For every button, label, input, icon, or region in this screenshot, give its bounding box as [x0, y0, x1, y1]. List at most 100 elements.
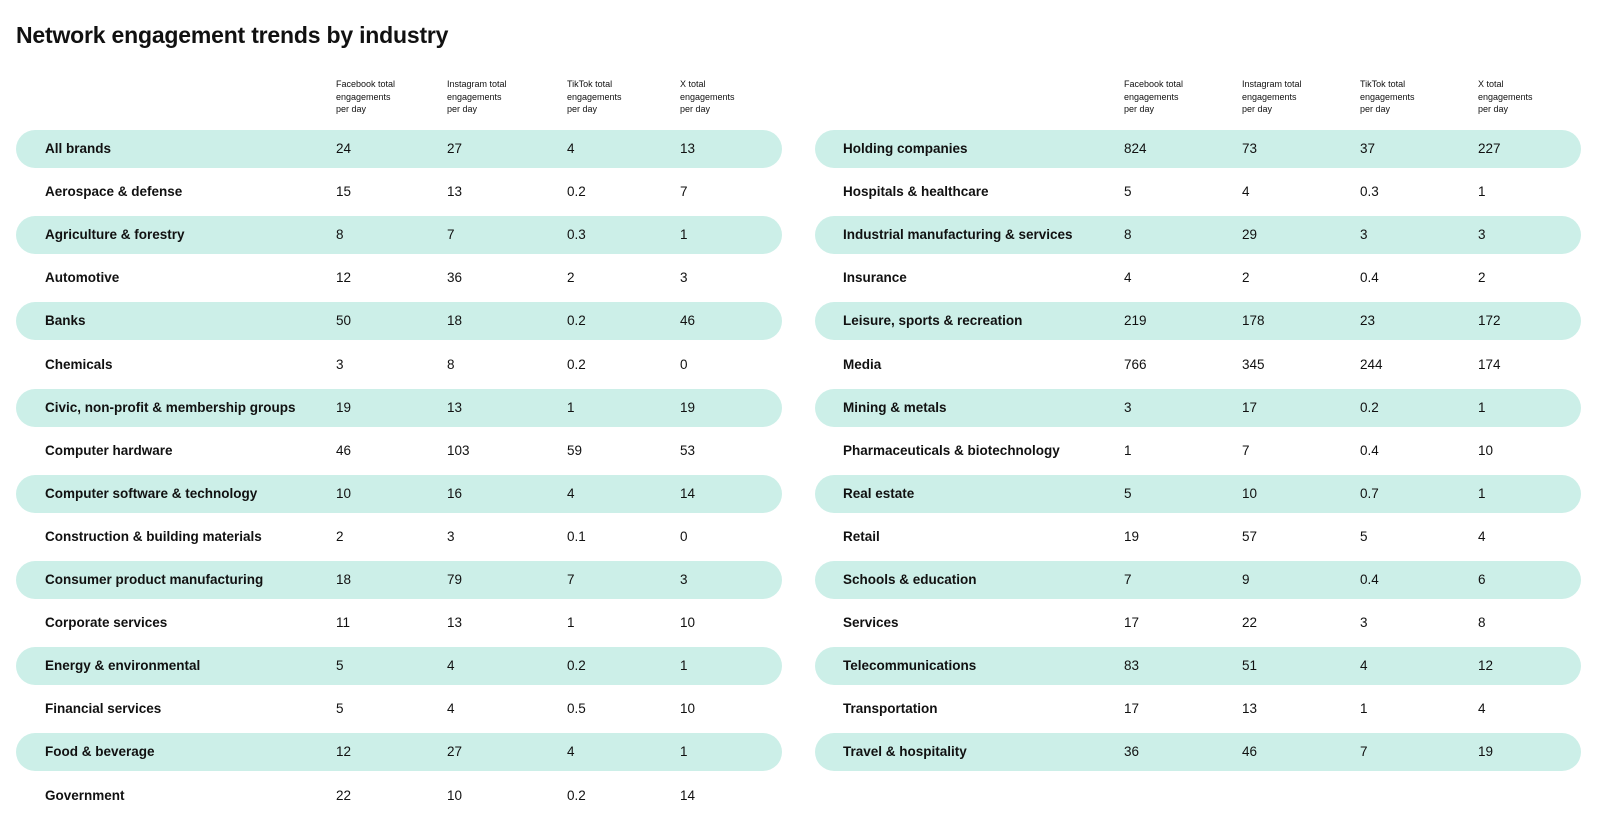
facebook-value: 5: [336, 658, 344, 674]
instagram-value: 4: [447, 658, 455, 674]
x-value: 19: [680, 399, 696, 415]
tiktok-value: 3: [1360, 227, 1368, 243]
industry-name: Aerospace & defense: [45, 184, 183, 200]
industry-name: Mining & metals: [843, 399, 947, 415]
x-value: 46: [680, 313, 696, 329]
tiktok-value: 37: [1360, 141, 1376, 156]
instagram-value: 13: [447, 399, 463, 415]
table-row: Government 22 10 0.2 14: [16, 777, 782, 815]
facebook-value: 4: [1124, 270, 1132, 286]
table-row: Industrial manufacturing & services 8 29 3 3: [815, 216, 1581, 255]
instagram-value: 345: [1242, 356, 1265, 372]
industry-name: Financial services: [45, 701, 162, 717]
industry-name: Travel & hospitality: [843, 744, 967, 760]
industry-name: Industrial manufacturing & services: [843, 227, 1073, 243]
tiktok-value: 4: [567, 485, 575, 501]
instagram-header: Instagram total engagements per day: [1242, 78, 1327, 116]
facebook-value: 8: [1124, 227, 1132, 243]
table-row: Mining & metals 3 17 0.2 1: [815, 388, 1581, 427]
instagram-value: 18: [447, 313, 463, 329]
facebook-value: 7: [1124, 572, 1132, 587]
industry-name: Chemicals: [45, 356, 113, 372]
table-row: Computer software & technology 10 16 4 14: [16, 474, 782, 513]
industry-name: Government: [45, 787, 125, 803]
tiktok-value: 0.2: [567, 184, 586, 200]
facebook-value: 18: [336, 572, 352, 587]
tiktok-value: 4: [567, 141, 575, 156]
table-row: Computer hardware 46 103 59 53: [16, 432, 782, 470]
table-row: Construction & building materials 2 3 0.1 0: [16, 518, 782, 556]
x-value: 1: [680, 227, 688, 243]
facebook-value: 17: [1124, 701, 1140, 717]
industry-name: Computer software & technology: [45, 485, 258, 501]
instagram-value: 79: [447, 572, 463, 587]
tiktok-value: 0.2: [567, 356, 586, 372]
table-row: Schools & education 7 9 0.4 6: [815, 561, 1581, 599]
x-value: 10: [680, 701, 696, 717]
x-value: 4: [1478, 701, 1486, 717]
instagram-value: 73: [1242, 141, 1258, 156]
industry-name: Holding companies: [843, 141, 968, 156]
header-line: engagements: [336, 91, 391, 102]
instagram-value: 2: [1242, 270, 1250, 286]
tiktok-value: 0.2: [567, 787, 586, 803]
x-header: X total engagements per day: [680, 78, 765, 116]
x-value: 14: [680, 485, 696, 501]
table-row: Holding companies 824 73 37 227: [815, 130, 1581, 168]
industry-name: Telecommunications: [843, 658, 977, 674]
industry-table-right: Facebook total engagements per day Instagra…: [815, 78, 1581, 772]
table-row: Pharmaceuticals & biotechnology 1 7 0.4 10: [815, 432, 1581, 470]
industry-name: Agriculture & forestry: [45, 227, 185, 243]
industry-name: Services: [843, 615, 899, 631]
industry-table-left: Facebook total engagements per day Instagra…: [16, 78, 782, 803]
tiktok-value: 0.7: [1360, 485, 1379, 501]
facebook-value: 2: [336, 528, 344, 544]
facebook-value: 24: [336, 141, 352, 156]
industry-name: All brands: [45, 141, 112, 156]
header-line: engagements: [680, 91, 735, 102]
instagram-value: 27: [447, 141, 463, 156]
tiktok-value: 3: [1360, 615, 1368, 631]
instagram-value: 57: [1242, 528, 1258, 544]
facebook-value: 5: [1124, 485, 1132, 501]
x-value: 227: [1478, 141, 1501, 156]
tiktok-value: 23: [1360, 313, 1376, 329]
table-row: Media 766 345 244 174: [815, 346, 1581, 384]
x-value: 14: [680, 787, 696, 803]
header-line: engagements: [447, 91, 502, 102]
x-value: 1: [1478, 184, 1486, 200]
instagram-value: 178: [1242, 313, 1265, 329]
x-value: 12: [1478, 658, 1494, 674]
tiktok-value: 0.4: [1360, 442, 1379, 458]
facebook-value: 17: [1124, 615, 1140, 631]
table-row: Retail 19 57 5 4: [815, 518, 1581, 556]
table-row: Insurance 4 2 0.4 2: [815, 259, 1581, 297]
table-row: Travel & hospitality 36 46 7 19: [815, 733, 1581, 772]
facebook-value: 5: [336, 701, 344, 717]
instagram-value: 3: [447, 528, 455, 544]
facebook-value: 50: [336, 313, 352, 329]
header-line: engagements: [1124, 91, 1179, 102]
table-row: Financial services 5 4 0.5 10: [16, 690, 782, 728]
tiktok-value: 4: [567, 744, 575, 760]
table-row: Agriculture & forestry 8 7 0.3 1: [16, 216, 782, 255]
table-row: All brands 24 27 4 13: [16, 130, 782, 168]
x-value: 1: [1478, 399, 1486, 415]
tiktok-value: 244: [1360, 356, 1383, 372]
x-value: 4: [1478, 528, 1486, 544]
instagram-value: 27: [447, 744, 463, 760]
header-line: per day: [680, 104, 711, 114]
header-line: engagements: [1242, 91, 1297, 102]
header-line: per day: [1124, 104, 1155, 114]
x-value: 1: [680, 744, 688, 760]
tiktok-value: 4: [1360, 658, 1368, 674]
table-row: Energy & environmental 5 4 0.2 1: [16, 647, 782, 686]
instagram-value: 13: [447, 184, 463, 200]
instagram-value: 51: [1242, 658, 1258, 674]
x-value: 1: [1478, 485, 1486, 501]
tiktok-value: 1: [1360, 701, 1368, 717]
facebook-value: 8: [336, 227, 344, 243]
table-row: Transportation 17 13 1 4: [815, 690, 1581, 728]
facebook-value: 3: [1124, 399, 1132, 415]
header-line: X total: [680, 79, 706, 89]
